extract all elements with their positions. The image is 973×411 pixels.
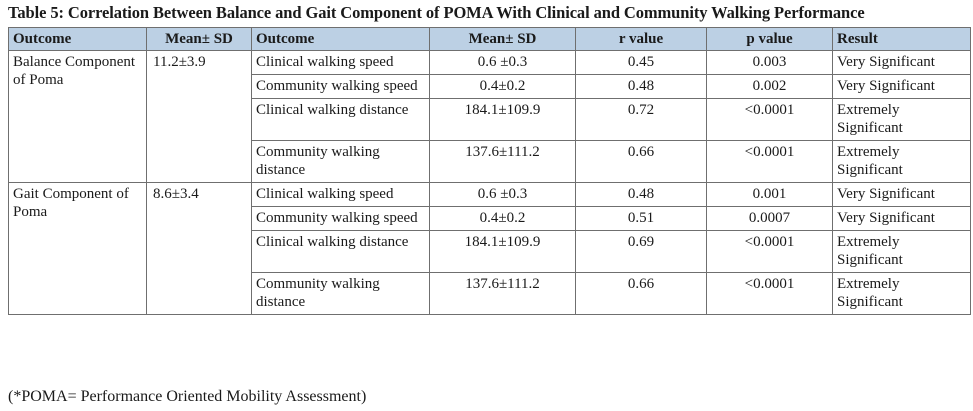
row-mean-sd: 137.6±111.2 <box>429 140 576 183</box>
correlation-table: Outcome Mean± SD Outcome Mean± SD r valu… <box>8 27 971 315</box>
row-p-value: 0.0007 <box>706 206 833 231</box>
group-mean-sd: 8.6±3.4 <box>146 182 252 315</box>
row-mean-sd: 0.6 ±0.3 <box>429 50 576 75</box>
table-row: Balance Component of Poma 11.2±3.9 Clini… <box>8 50 971 183</box>
table-row: Community walking speed 0.4±0.2 0.48 0.0… <box>9 74 971 99</box>
row-p-value: 0.001 <box>706 182 833 207</box>
row-outcome: Community walking speed <box>251 74 430 99</box>
table-row: Gait Component of Poma 8.6±3.4 Clinical … <box>8 182 971 315</box>
header-outcome-2: Outcome <box>251 27 430 51</box>
row-result: Extremely Significant <box>832 272 971 315</box>
table-row: Community walking speed 0.4±0.2 0.51 0.0… <box>9 206 971 231</box>
row-p-value: <0.0001 <box>706 98 833 141</box>
group-outcome: Gait Component of Poma <box>8 182 147 315</box>
row-mean-sd: 0.4±0.2 <box>429 74 576 99</box>
row-r-value: 0.45 <box>575 50 707 75</box>
row-outcome: Community walking distance <box>251 272 430 315</box>
row-r-value: 0.72 <box>575 98 707 141</box>
row-outcome: Community walking distance <box>251 140 430 183</box>
header-result: Result <box>832 27 971 51</box>
row-outcome: Clinical walking speed <box>251 182 430 207</box>
row-p-value: <0.0001 <box>706 272 833 315</box>
header-mean-sd: Mean± SD <box>146 27 252 51</box>
table-row: Clinical walking distance 184.1±109.9 0.… <box>9 98 971 141</box>
footnote: (*POMA= Performance Oriented Mobility As… <box>8 388 367 405</box>
header-r-value: r value <box>575 27 707 51</box>
row-mean-sd: 184.1±109.9 <box>429 230 576 273</box>
row-mean-sd: 0.6 ±0.3 <box>429 182 576 207</box>
row-outcome: Community walking speed <box>251 206 430 231</box>
table-row: Community walking distance 137.6±111.2 0… <box>9 272 971 315</box>
row-result: Extremely Significant <box>832 98 971 141</box>
row-p-value: 0.003 <box>706 50 833 75</box>
header-mean-sd-2: Mean± SD <box>429 27 576 51</box>
row-result: Extremely Significant <box>832 140 971 183</box>
group-mean-sd: 11.2±3.9 <box>146 50 252 183</box>
row-outcome: Clinical walking distance <box>251 230 430 273</box>
header-p-value: p value <box>706 27 833 51</box>
row-r-value: 0.48 <box>575 74 707 99</box>
row-result: Very Significant <box>832 182 971 207</box>
row-mean-sd: 0.4±0.2 <box>429 206 576 231</box>
row-result: Very Significant <box>832 206 971 231</box>
header-row: Outcome Mean± SD Outcome Mean± SD r valu… <box>8 27 971 51</box>
row-p-value: <0.0001 <box>706 230 833 273</box>
row-p-value: <0.0001 <box>706 140 833 183</box>
row-outcome: Clinical walking speed <box>251 50 430 75</box>
group-outcome: Balance Component of Poma <box>8 50 147 183</box>
table-title: Table 5: Correlation Between Balance and… <box>8 3 865 22</box>
table-row: Community walking distance 137.6±111.2 0… <box>9 140 971 183</box>
row-mean-sd: 137.6±111.2 <box>429 272 576 315</box>
row-mean-sd: 184.1±109.9 <box>429 98 576 141</box>
row-p-value: 0.002 <box>706 74 833 99</box>
row-r-value: 0.48 <box>575 182 707 207</box>
header-outcome: Outcome <box>8 27 147 51</box>
row-r-value: 0.51 <box>575 206 707 231</box>
row-r-value: 0.66 <box>575 140 707 183</box>
row-result: Very Significant <box>832 74 971 99</box>
row-r-value: 0.66 <box>575 272 707 315</box>
row-r-value: 0.69 <box>575 230 707 273</box>
row-result: Extremely Significant <box>832 230 971 273</box>
row-outcome: Clinical walking distance <box>251 98 430 141</box>
row-result: Very Significant <box>832 50 971 75</box>
